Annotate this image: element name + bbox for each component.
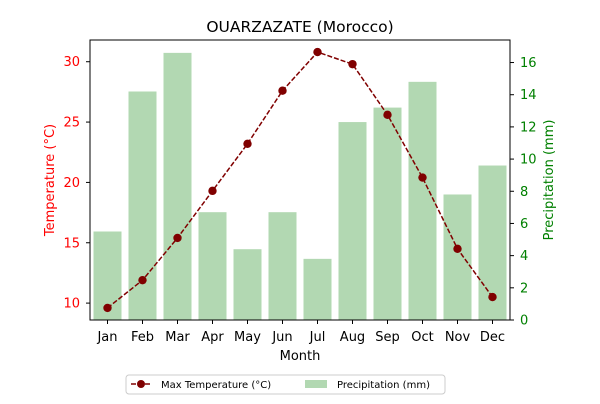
- temperature-point-jul: [313, 47, 322, 57]
- legend-frame: [125, 374, 446, 395]
- legend: Max Temperature (°C) Precipitation (mm): [125, 374, 446, 395]
- y-axis-right-label: Precipitation (mm): [542, 120, 557, 241]
- x-tick-label-sep: Sep: [375, 330, 400, 345]
- y-right-tick-label-14: 14: [520, 88, 537, 103]
- y-axis-left-label: Temperature (°C): [43, 124, 58, 237]
- precipitation-bar-mar: [163, 52, 192, 321]
- legend-bar-swatch: [305, 380, 327, 388]
- y-left-tick-label-30: 30: [63, 55, 80, 70]
- temperature-point-jun: [278, 86, 287, 95]
- chart-title: OUARZAZATE (Morocco): [206, 18, 393, 36]
- legend-line-marker: [137, 380, 145, 388]
- temperature-point-may: [243, 139, 252, 148]
- x-axis-label: Month: [280, 349, 321, 364]
- line-layer: [103, 47, 497, 313]
- legend-label-temperature: Max Temperature (°C): [161, 380, 271, 391]
- temperature-point-dec: [488, 292, 497, 302]
- x-tick-label-jul: Jul: [309, 330, 326, 345]
- temperature-point-oct: [418, 173, 427, 182]
- precipitation-bar-jul: [303, 258, 332, 320]
- y-left-tick-label-25: 25: [63, 116, 80, 131]
- y-axis-left: 10 15 20 25 30: [63, 55, 90, 312]
- x-tick-label-aug: Aug: [340, 330, 365, 345]
- y-right-tick-label-12: 12: [520, 120, 537, 135]
- x-tick-label-jan: Jan: [96, 330, 117, 345]
- y-left-tick-label-15: 15: [63, 236, 80, 251]
- precipitation-bar-apr: [198, 212, 227, 320]
- y-right-tick-label-10: 10: [520, 153, 537, 168]
- temperature-point-aug: [348, 59, 357, 69]
- y-right-tick-label-8: 8: [520, 185, 528, 200]
- x-tick-label-may: May: [234, 330, 261, 345]
- precipitation-bar-feb: [128, 91, 157, 321]
- plot-frame: [89, 39, 511, 321]
- y-right-tick-label-4: 4: [520, 249, 528, 264]
- x-tick-label-dec: Dec: [480, 330, 505, 345]
- y-left-tick-label-20: 20: [63, 176, 80, 191]
- temperature-point-mar: [173, 233, 182, 243]
- legend-label-precipitation: Precipitation (mm): [337, 380, 430, 391]
- temperature-point-jan: [103, 303, 112, 313]
- y-right-tick-label-0: 0: [520, 314, 528, 329]
- temperature-point-nov: [453, 244, 462, 253]
- y-right-tick-label-6: 6: [520, 217, 528, 232]
- y-right-tick-label-16: 16: [520, 56, 537, 71]
- x-tick-label-nov: Nov: [445, 330, 471, 345]
- precipitation-bar-sep: [373, 107, 402, 320]
- x-tick-label-oct: Oct: [411, 330, 433, 345]
- x-tick-label-jun: Jun: [271, 330, 292, 345]
- precipitation-bar-oct: [408, 81, 437, 320]
- precipitation-bar-nov: [443, 194, 472, 320]
- precipitation-bar-jun: [268, 212, 297, 320]
- temperature-point-sep: [383, 110, 392, 120]
- y-left-tick-label-10: 10: [63, 297, 80, 312]
- x-tick-label-apr: Apr: [201, 330, 224, 345]
- precipitation-bar-aug: [338, 122, 367, 320]
- precipitation-bar-may: [233, 249, 262, 320]
- x-tick-label-feb: Feb: [131, 330, 154, 345]
- y-right-tick-label-2: 2: [520, 281, 528, 296]
- x-axis: Jan Feb Mar Apr May Jun Jul Aug Sep Oct Nov Dec: [96, 320, 505, 345]
- y-axis-right: 0 2 4 6 8 10 12 14 16: [510, 56, 537, 329]
- x-tick-label-mar: Mar: [165, 330, 190, 345]
- temperature-point-feb: [138, 275, 147, 285]
- temperature-point-apr: [208, 186, 217, 196]
